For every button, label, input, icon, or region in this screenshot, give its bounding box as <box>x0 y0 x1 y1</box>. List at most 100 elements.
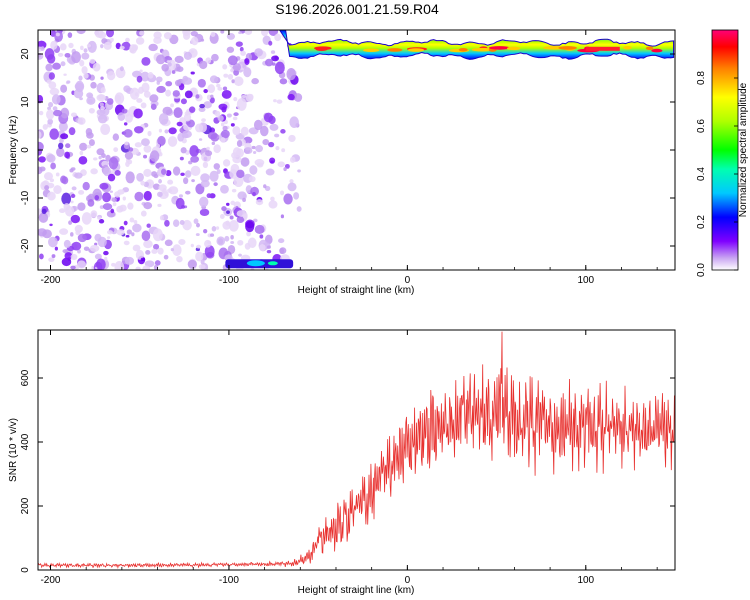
heat-cell <box>110 208 115 214</box>
x-tick-label: -200 <box>40 275 60 286</box>
heat-cell <box>90 168 98 175</box>
heat-cell <box>217 86 223 91</box>
heat-cell <box>54 30 63 42</box>
heat-cell <box>280 214 285 219</box>
heat-cell <box>236 169 245 179</box>
heat-cell <box>200 173 210 183</box>
heat-cell <box>172 166 181 176</box>
heat-cell <box>242 64 247 69</box>
heat-cell <box>209 233 215 237</box>
heat-cell <box>123 122 128 126</box>
heat-cell <box>57 52 64 57</box>
heat-cell <box>87 199 95 207</box>
heat-cell <box>229 215 234 220</box>
heat-cell <box>244 147 253 155</box>
heat-cell <box>78 190 85 195</box>
heat-cell <box>180 172 185 177</box>
heat-cell <box>129 217 135 223</box>
heat-cell <box>166 60 171 63</box>
heat-cell <box>77 233 87 243</box>
heat-cell <box>184 170 192 178</box>
heat-cell <box>217 115 224 122</box>
heat-cell <box>125 161 130 167</box>
heat-cell <box>126 229 132 235</box>
x-tick-label: 100 <box>577 275 594 286</box>
heat-cell <box>141 56 151 66</box>
colorbar-tick-label: 0.8 <box>696 71 707 85</box>
x-tick: -100 <box>219 330 239 586</box>
heat-cell <box>240 157 250 167</box>
heat-cell <box>207 131 218 140</box>
heat-cell <box>135 249 145 260</box>
heat-cell <box>156 54 166 65</box>
heat-cell <box>179 220 185 226</box>
heat-cell <box>232 126 241 136</box>
heat-cell <box>141 82 150 93</box>
colorbar-scale <box>711 29 739 271</box>
heat-cell <box>223 73 229 78</box>
heat-cell <box>135 266 141 270</box>
heat-cell <box>246 231 251 237</box>
x-tick-label: 0 <box>405 575 411 586</box>
heat-cell <box>70 253 78 261</box>
low-band-peak <box>246 260 265 267</box>
heat-cell <box>209 96 215 104</box>
heat-cell <box>172 244 182 256</box>
heat-cell <box>195 94 200 99</box>
heat-cell <box>99 205 104 209</box>
heat-cell <box>46 79 52 84</box>
heat-cell <box>153 36 162 44</box>
heat-cell <box>203 89 208 94</box>
colorbar-tick-label: 0.4 <box>696 167 707 181</box>
heat-cell <box>134 191 144 202</box>
heat-cell <box>152 183 161 190</box>
heat-cell <box>75 229 81 236</box>
heat-cell <box>53 109 63 117</box>
heat-cell <box>286 67 297 81</box>
heat-cell <box>261 30 269 37</box>
heat-cell <box>63 203 71 211</box>
heat-cell <box>69 168 74 173</box>
heat-cell <box>239 46 244 52</box>
heat-cell <box>111 197 117 203</box>
heat-cell <box>184 90 193 99</box>
heat-cell <box>43 172 54 181</box>
heat-cell <box>213 144 221 154</box>
heat-cell <box>241 94 247 99</box>
heat-cell <box>280 129 286 134</box>
heat-cell <box>169 34 179 45</box>
heat-cell <box>251 78 259 85</box>
heat-cell <box>143 168 152 177</box>
heat-cell <box>67 32 73 38</box>
heat-cell <box>115 42 121 50</box>
heat-cell <box>141 138 150 147</box>
heat-cell <box>64 52 71 58</box>
heat-cell <box>106 70 116 81</box>
heat-cell <box>140 71 150 82</box>
heat-cell <box>197 78 206 88</box>
heat-cell <box>49 223 53 227</box>
heat-cell <box>170 248 174 252</box>
heat-cell <box>288 134 296 142</box>
heat-cell <box>66 80 71 84</box>
heat-cell <box>124 256 135 265</box>
heat-cell <box>283 167 287 172</box>
band-peak <box>506 46 521 51</box>
heat-cell <box>64 151 71 159</box>
band-peak <box>387 48 403 52</box>
heat-cell <box>259 244 266 252</box>
y-tick-label: 400 <box>20 433 31 450</box>
heat-cell <box>213 182 218 187</box>
heat-cell <box>263 112 274 123</box>
heat-cell <box>196 222 200 228</box>
heat-cell <box>123 129 133 138</box>
heat-cell <box>146 223 151 228</box>
heat-cell <box>153 31 162 39</box>
heat-cell <box>253 151 257 155</box>
band-peak <box>543 46 565 50</box>
heat-cell <box>219 214 225 219</box>
heat-cell <box>264 234 273 245</box>
heat-cell <box>147 130 152 137</box>
